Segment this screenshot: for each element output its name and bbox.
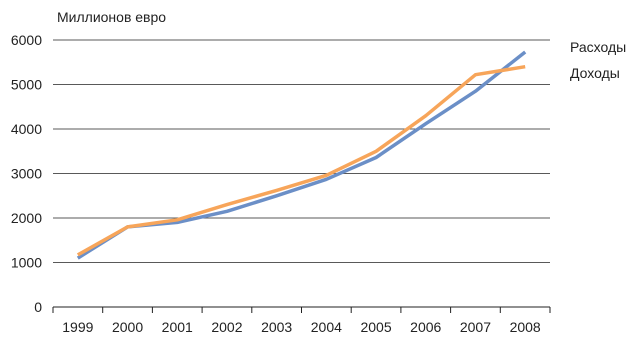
y-tick-label: 5000 <box>11 77 42 93</box>
x-tick-label: 2000 <box>112 319 143 335</box>
x-tick-label: 2003 <box>261 319 292 335</box>
series-line-2 <box>76 64 526 257</box>
gridlines <box>53 39 550 263</box>
series-line-1 <box>76 50 527 260</box>
legend: Расходы Доходы <box>570 39 626 81</box>
y-axis-title: Миллионов евро <box>57 9 166 25</box>
legend-entry-1: Расходы <box>570 39 626 55</box>
y-tick-label: 4000 <box>11 121 42 137</box>
x-tick-label: 2005 <box>360 319 391 335</box>
y-tick-label: 2000 <box>11 210 42 226</box>
y-axis-ticks: 0 1000 2000 3000 4000 5000 6000 <box>11 32 42 315</box>
y-tick-label: 0 <box>34 299 42 315</box>
x-tick-label: 2006 <box>410 319 441 335</box>
x-tick-label: 2007 <box>460 319 491 335</box>
x-tick-label: 2004 <box>311 319 342 335</box>
y-tick-label: 6000 <box>11 32 42 48</box>
y-tick-label: 3000 <box>11 166 42 182</box>
y-tick-label: 1000 <box>11 255 42 271</box>
x-tick-label: 2008 <box>510 319 541 335</box>
x-tick-label: 2001 <box>162 319 193 335</box>
series-lines <box>76 50 527 260</box>
x-tick-label: 2002 <box>211 319 242 335</box>
x-axis: 1999 2000 2001 2002 2003 2004 2005 2006 2007 2008 <box>52 306 551 335</box>
x-tick-label: 1999 <box>62 319 93 335</box>
legend-entry-2: Доходы <box>570 65 620 81</box>
